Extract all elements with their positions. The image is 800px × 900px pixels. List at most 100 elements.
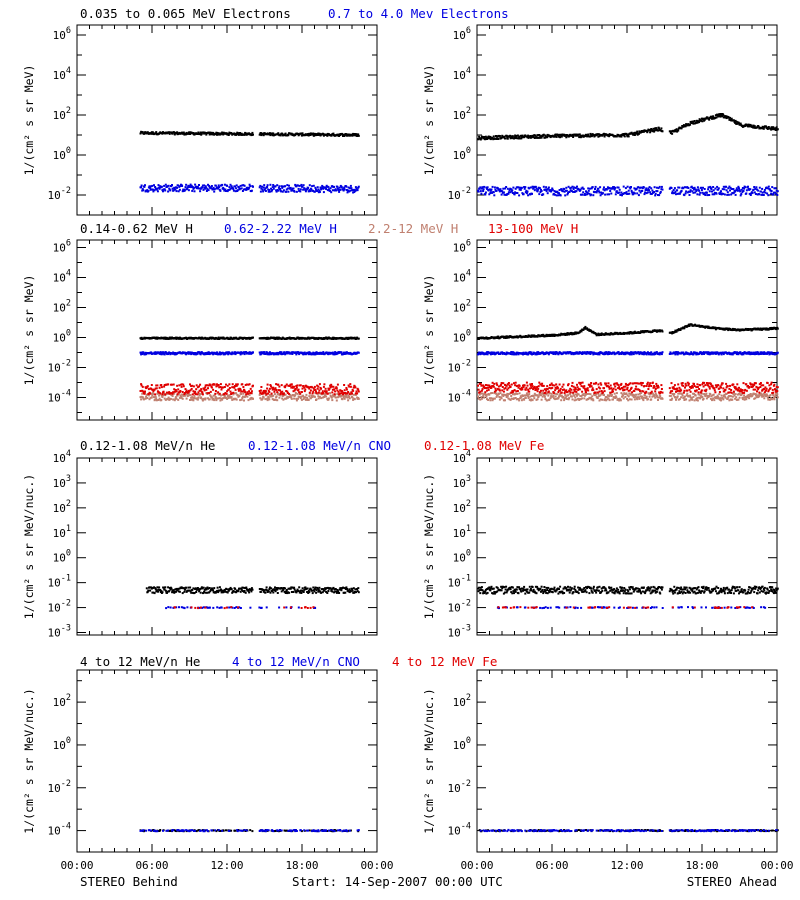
data-point <box>221 183 224 186</box>
data-point <box>501 393 504 396</box>
data-point <box>534 185 537 188</box>
data-point <box>615 190 618 193</box>
data-point <box>151 388 154 391</box>
data-point <box>329 386 332 389</box>
data-point <box>560 135 563 138</box>
data-point <box>716 114 719 117</box>
data-point <box>712 351 715 354</box>
data-point <box>285 188 288 191</box>
data-point <box>608 399 611 402</box>
data-point <box>226 394 229 397</box>
data-point <box>597 332 600 335</box>
data-point <box>184 186 187 189</box>
data-point <box>222 131 225 134</box>
data-point <box>143 132 146 135</box>
data-point <box>218 351 221 354</box>
data-point <box>507 397 510 400</box>
data-point <box>775 192 778 195</box>
data-point <box>480 187 483 190</box>
data-point <box>558 189 561 191</box>
data-point <box>150 387 153 390</box>
data-point <box>497 335 500 338</box>
data-point <box>245 188 248 191</box>
data-point <box>763 188 766 191</box>
data-point <box>313 134 316 137</box>
data-point <box>327 133 330 136</box>
data-point <box>338 190 341 193</box>
data-point <box>639 395 642 398</box>
data-point <box>322 133 325 135</box>
data-point <box>687 123 690 126</box>
data-point <box>349 385 352 388</box>
data-point <box>547 394 550 397</box>
data-point <box>329 189 332 192</box>
data-point <box>498 398 501 401</box>
data-point <box>647 187 650 190</box>
data-point <box>259 190 262 193</box>
data-point <box>196 398 199 401</box>
data-point <box>487 135 490 138</box>
data-point <box>615 396 618 399</box>
data-point <box>517 398 520 401</box>
data-point <box>571 185 574 188</box>
data-point <box>271 395 274 398</box>
data-point <box>514 187 517 190</box>
data-point <box>540 398 543 401</box>
data-point <box>140 384 143 387</box>
data-point <box>228 186 231 189</box>
data-point <box>679 329 682 331</box>
data-point <box>149 187 152 189</box>
data-point <box>635 132 638 135</box>
data-point <box>610 192 613 195</box>
data-point <box>715 116 718 119</box>
data-point <box>586 393 589 395</box>
data-point <box>352 386 355 389</box>
data-point <box>357 337 360 340</box>
data-point <box>334 390 337 393</box>
data-point <box>495 189 498 192</box>
data-point <box>202 131 205 134</box>
data-point <box>654 353 657 356</box>
data-point <box>317 191 320 194</box>
data-point <box>682 125 685 128</box>
data-point <box>354 189 357 192</box>
data-point <box>294 388 297 391</box>
data-point <box>696 121 699 124</box>
data-point <box>636 130 639 133</box>
data-point <box>213 394 216 397</box>
data-point <box>352 189 355 191</box>
data-point <box>675 130 677 133</box>
data-point <box>598 399 601 402</box>
data-point <box>559 133 562 136</box>
data-point <box>505 134 508 137</box>
data-point <box>261 392 263 395</box>
data-point <box>734 190 737 193</box>
data-point <box>705 191 708 194</box>
data-point <box>490 188 493 191</box>
data-point <box>232 391 235 394</box>
data-point <box>542 185 545 188</box>
data-point <box>482 136 485 139</box>
data-point <box>272 336 275 339</box>
data-point <box>633 131 636 134</box>
data-point <box>524 186 527 189</box>
data-point <box>345 189 348 191</box>
data-point <box>594 188 596 190</box>
data-point <box>223 393 226 396</box>
data-point <box>194 352 197 354</box>
data-point <box>187 351 190 354</box>
data-point <box>240 132 243 135</box>
data-point <box>635 188 638 191</box>
data-point <box>209 336 212 339</box>
data-point <box>140 383 143 386</box>
data-point <box>308 395 311 398</box>
data-point <box>579 134 582 137</box>
data-point <box>597 190 600 193</box>
data-point <box>685 123 688 126</box>
data-point <box>614 193 617 196</box>
data-point <box>585 398 588 401</box>
data-point <box>248 393 251 396</box>
data-point <box>519 188 522 191</box>
data-point <box>167 190 170 193</box>
